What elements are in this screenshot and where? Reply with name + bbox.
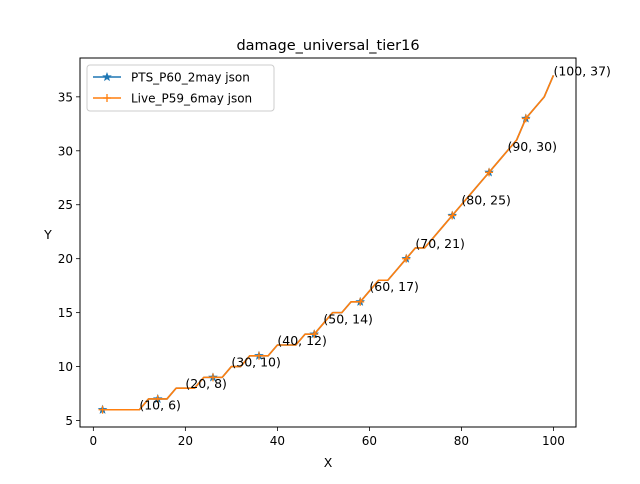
point-annotation: (100, 37)	[553, 63, 610, 78]
legend-label: Live_P59_6may json	[131, 92, 252, 106]
y-tick-label: 10	[58, 360, 73, 374]
legend-box	[86, 64, 275, 112]
data-point-marker	[356, 297, 365, 306]
legend-item: PTS_P60_2may json	[93, 71, 250, 85]
x-tick-label: 80	[454, 434, 469, 448]
point-annotation: (30, 10)	[231, 355, 281, 370]
annotation-layer: (10, 6) (20, 8) (30, 10) (40, 12) (50, 14) (6…	[139, 63, 611, 412]
y-tick-label: 15	[58, 306, 73, 320]
legend: PTS_P60_2may json Live_P59_6may json	[86, 64, 275, 112]
data-point-marker	[402, 254, 411, 263]
point-annotation: (50, 14)	[323, 311, 373, 326]
x-tick-label: 60	[362, 434, 377, 448]
y-axis-label: Y	[43, 227, 52, 242]
legend-marker	[102, 71, 112, 82]
point-annotation: (70, 21)	[415, 236, 465, 251]
series-line	[102, 74, 555, 411]
data-point-marker	[153, 394, 162, 403]
y-tick-label: 20	[58, 252, 73, 266]
x-tick-label: 100	[542, 434, 565, 448]
chart-title: damage_universal_tier16	[236, 38, 419, 54]
point-annotation: (80, 25)	[461, 193, 511, 208]
y-tick-label: 35	[58, 90, 73, 104]
x-tick-label: 20	[178, 434, 193, 448]
y-tick-label: 25	[58, 198, 73, 212]
data-point-marker	[448, 211, 457, 220]
data-point-marker	[208, 373, 217, 382]
series-line	[102, 74, 555, 411]
x-axis-ticks: 0 20 40 60 80 100	[90, 427, 565, 448]
legend-label: PTS_P60_2may json	[131, 71, 250, 85]
point-annotation: (60, 17)	[369, 279, 419, 294]
x-tick-label: 0	[90, 434, 98, 448]
series-2	[98, 74, 555, 414]
series-layer	[97, 74, 555, 414]
data-point-marker	[521, 114, 530, 123]
data-point-marker	[98, 405, 107, 414]
series-1	[97, 74, 555, 414]
plot-frame	[79, 57, 577, 428]
data-point-marker	[254, 351, 263, 360]
y-tick-label: 30	[58, 144, 73, 158]
point-annotation: (90, 30)	[507, 139, 557, 154]
data-point-marker	[310, 330, 319, 339]
legend-marker	[103, 94, 111, 102]
y-tick-label: 5	[65, 414, 73, 428]
point-annotation: (20, 8)	[185, 376, 227, 391]
point-annotation: (40, 12)	[277, 333, 327, 348]
data-point-marker	[485, 168, 494, 177]
x-tick-label: 40	[270, 434, 285, 448]
point-annotation: (10, 6)	[139, 398, 181, 413]
legend-item: Live_P59_6may json	[93, 92, 252, 106]
y-axis-ticks: 5 10 15 20 25 30 35	[58, 90, 80, 428]
x-axis-label: X	[324, 455, 333, 470]
